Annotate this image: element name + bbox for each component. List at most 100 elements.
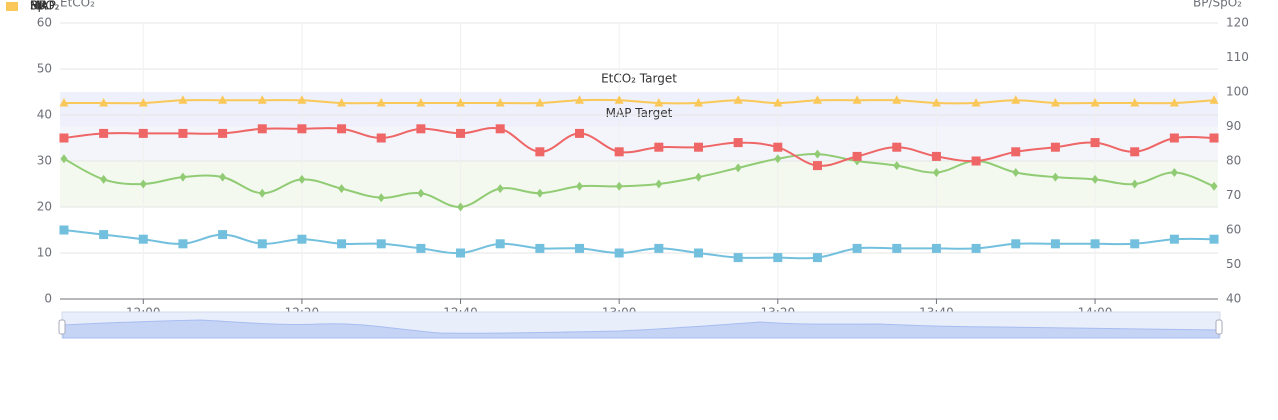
point (1210, 181, 1218, 191)
point (536, 188, 544, 198)
point (693, 98, 703, 107)
point (852, 151, 862, 161)
y2-tick-label: 80 (1226, 154, 1241, 168)
legend-label: SpO₂ (30, 0, 60, 13)
point (535, 243, 545, 253)
point (1050, 239, 1060, 249)
point (376, 98, 386, 107)
point (218, 128, 228, 138)
point (614, 95, 624, 104)
point (655, 179, 663, 189)
point (59, 133, 69, 143)
point (614, 248, 624, 258)
point (179, 172, 187, 182)
y-tick-label: 30 (37, 154, 52, 168)
point (971, 98, 981, 107)
point (1209, 95, 1219, 104)
zoom-preview (62, 319, 1220, 339)
point (297, 95, 307, 104)
point (892, 95, 902, 104)
series-line (63, 229, 1215, 260)
band-label: MAP Target (606, 106, 673, 120)
series-line (63, 98, 1215, 105)
zoom-handle[interactable] (58, 319, 66, 335)
point (456, 248, 466, 258)
point (417, 188, 425, 198)
point (457, 202, 465, 212)
point (971, 156, 981, 166)
point (773, 142, 783, 152)
point (495, 239, 505, 249)
point (813, 149, 821, 159)
point (377, 193, 385, 203)
point (416, 124, 426, 134)
point (456, 128, 466, 138)
point (416, 98, 426, 107)
point (931, 98, 941, 107)
point (257, 239, 267, 249)
point (812, 95, 822, 104)
point (99, 98, 109, 107)
y2-tick-label: 40 (1226, 292, 1241, 306)
point (734, 163, 742, 173)
point (257, 95, 267, 104)
point (931, 151, 941, 161)
point (1011, 147, 1021, 157)
point (257, 124, 267, 134)
point (337, 98, 347, 107)
y2-tick-label: 50 (1226, 257, 1241, 271)
point (971, 243, 981, 253)
point (575, 95, 585, 104)
point (416, 243, 426, 253)
point (1051, 172, 1059, 182)
y2-tick-label: 70 (1226, 188, 1241, 202)
y2-axis-label: BP/SpO₂ (1193, 0, 1242, 10)
point (1130, 147, 1140, 157)
zoom-handle[interactable] (1215, 319, 1223, 335)
point (931, 243, 941, 253)
point (694, 172, 702, 182)
point (99, 230, 109, 240)
target-band (60, 161, 1218, 207)
point (1130, 239, 1140, 249)
point (219, 172, 227, 182)
point (100, 174, 108, 184)
point (773, 98, 783, 107)
point (218, 95, 228, 104)
legend-label: MAP (30, 0, 56, 13)
point (1131, 179, 1139, 189)
point (1130, 98, 1140, 107)
point (338, 184, 346, 194)
point (456, 98, 466, 107)
point (892, 142, 902, 152)
point (496, 184, 504, 194)
point (733, 138, 743, 148)
point (852, 95, 862, 104)
point (733, 95, 743, 104)
point (535, 147, 545, 157)
point (575, 128, 585, 138)
point (774, 154, 782, 164)
point (812, 161, 822, 171)
point (654, 142, 664, 152)
point (1050, 142, 1060, 152)
legend-icon (6, 2, 18, 11)
point (337, 239, 347, 249)
point (615, 181, 623, 191)
point (376, 239, 386, 249)
point (1169, 98, 1179, 107)
point (1090, 98, 1100, 107)
y2-tick-label: 120 (1226, 16, 1249, 30)
point (654, 243, 664, 253)
y-tick-label: 10 (37, 246, 52, 260)
point (138, 98, 148, 107)
target-band (60, 92, 1218, 127)
point (654, 98, 664, 107)
point (575, 243, 585, 253)
y-tick-label: 40 (37, 108, 52, 122)
point (99, 128, 109, 138)
point (60, 154, 68, 164)
point (812, 253, 822, 263)
band-label: EtCO₂ Target (601, 72, 677, 86)
